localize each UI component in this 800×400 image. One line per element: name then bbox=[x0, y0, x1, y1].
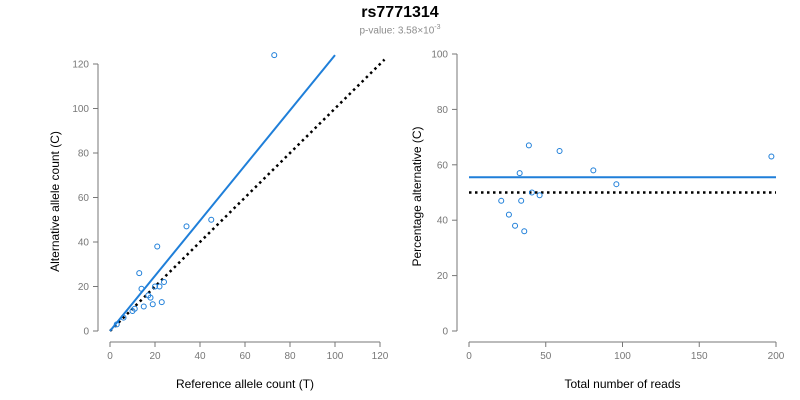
p-value-prefix: p-value: bbox=[359, 25, 398, 37]
right-plot: 0 50 100 150 200 0 20 40 60 80 100 Total number of … bbox=[410, 50, 785, 392]
left-y-tick-label: 20 bbox=[78, 282, 90, 293]
right-data-point bbox=[521, 228, 528, 235]
left-y-tick-label: 0 bbox=[83, 327, 89, 338]
left-data-point bbox=[136, 270, 143, 277]
left-x-tick-label: 60 bbox=[239, 351, 251, 362]
right-data-point bbox=[512, 222, 519, 229]
left-data-point bbox=[138, 285, 145, 292]
left-x-tick-label: 20 bbox=[149, 351, 161, 362]
right-data-point bbox=[536, 192, 543, 199]
left-data-point bbox=[147, 294, 154, 301]
left-y-tick-label: 120 bbox=[72, 60, 89, 71]
right-x-axis-title: Total number of reads bbox=[564, 377, 680, 391]
right-data-point bbox=[516, 170, 523, 177]
right-x-tick-label: 50 bbox=[540, 351, 552, 362]
left-data-point bbox=[149, 301, 156, 308]
right-data-point bbox=[525, 142, 532, 149]
left-data-point bbox=[271, 52, 278, 59]
left-data-point bbox=[156, 283, 163, 290]
right-y-axis-title: Percentage alternative (C) bbox=[410, 126, 424, 266]
right-y-tick-label: 0 bbox=[442, 327, 448, 338]
right-y-tick-label: 60 bbox=[437, 160, 449, 171]
chart-title: rs7771314 bbox=[361, 4, 439, 21]
chart-subtitle: p-value: 3.58×10-3 bbox=[0, 24, 800, 36]
right-x-tick-label: 150 bbox=[691, 351, 708, 362]
left-data-point bbox=[158, 299, 165, 306]
right-data-point bbox=[556, 147, 563, 154]
right-data-point bbox=[505, 211, 512, 218]
p-value-mantissa: 3.58 bbox=[397, 25, 418, 37]
left-y-tick-label: 40 bbox=[78, 238, 90, 249]
right-data-point bbox=[590, 167, 597, 174]
right-y-tick-label: 20 bbox=[437, 271, 449, 282]
left-plot: 0 20 40 60 80 100 120 0 20 40 60 80 100 120 Reference … bbox=[48, 52, 389, 391]
right-data-point bbox=[768, 153, 775, 160]
left-fit-line bbox=[109, 54, 336, 332]
left-data-point bbox=[140, 303, 147, 310]
left-data-point bbox=[131, 305, 138, 312]
right-data-point bbox=[613, 181, 620, 188]
right-x-tick-label: 0 bbox=[466, 351, 472, 362]
left-x-tick-label: 80 bbox=[284, 351, 296, 362]
right-data-point bbox=[528, 189, 535, 196]
left-y-axis-title: Alternative allele count (C) bbox=[48, 131, 62, 272]
right-y-tick-label: 100 bbox=[431, 50, 448, 61]
left-data-point bbox=[183, 223, 190, 230]
right-data-point bbox=[518, 197, 525, 204]
left-data-point bbox=[113, 321, 120, 328]
left-reference-line bbox=[109, 58, 386, 332]
left-y-tick-label: 100 bbox=[72, 104, 89, 115]
left-data-point bbox=[154, 243, 161, 250]
left-x-tick-label: 120 bbox=[372, 351, 389, 362]
left-x-tick-label: 40 bbox=[194, 351, 206, 362]
right-x-tick-label: 200 bbox=[768, 351, 785, 362]
p-value-times: ×10 bbox=[417, 25, 435, 37]
left-x-tick-label: 100 bbox=[327, 351, 344, 362]
left-data-point bbox=[208, 216, 215, 223]
left-data-point bbox=[120, 314, 127, 321]
left-x-axis-title: Reference allele count (T) bbox=[176, 377, 314, 391]
p-value-exponent: -3 bbox=[434, 24, 441, 31]
right-y-tick-label: 40 bbox=[437, 216, 449, 227]
left-y-tick-label: 80 bbox=[78, 149, 90, 160]
right-data-point bbox=[498, 197, 505, 204]
right-x-tick-label: 100 bbox=[614, 351, 631, 362]
left-y-tick-label: 60 bbox=[78, 193, 90, 204]
right-y-tick-label: 80 bbox=[437, 105, 449, 116]
left-data-point bbox=[161, 279, 167, 286]
left-x-tick-label: 0 bbox=[107, 351, 113, 362]
